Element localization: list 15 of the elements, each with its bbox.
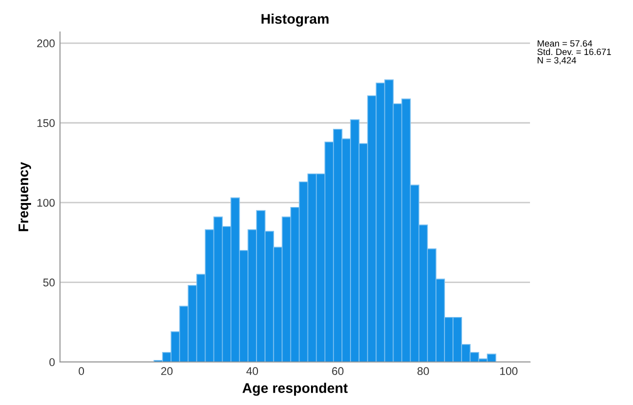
x-tick-label: 0 (78, 367, 84, 376)
y-tick-label: 100 (37, 198, 55, 207)
y-tick-label: 150 (37, 119, 55, 128)
y-axis-title: Frequency (18, 162, 32, 232)
x-tick-label: 40 (246, 367, 258, 376)
y-tick-label: 200 (37, 39, 55, 48)
y-tick-label: 0 (49, 358, 55, 366)
y-tick-label: 50 (43, 278, 55, 286)
text: Mean = 57.64 Std. Dev. = 16.671 N = 3,424 (537, 40, 611, 65)
chart-title: Histogram (262, 14, 328, 27)
x-tick-label: 80 (417, 367, 429, 376)
x-tick-label: 20 (161, 367, 173, 376)
x-tick-label: 60 (332, 367, 344, 376)
x-axis-title: Age respondent (242, 382, 348, 396)
x-tick-label: 100 (500, 367, 518, 376)
